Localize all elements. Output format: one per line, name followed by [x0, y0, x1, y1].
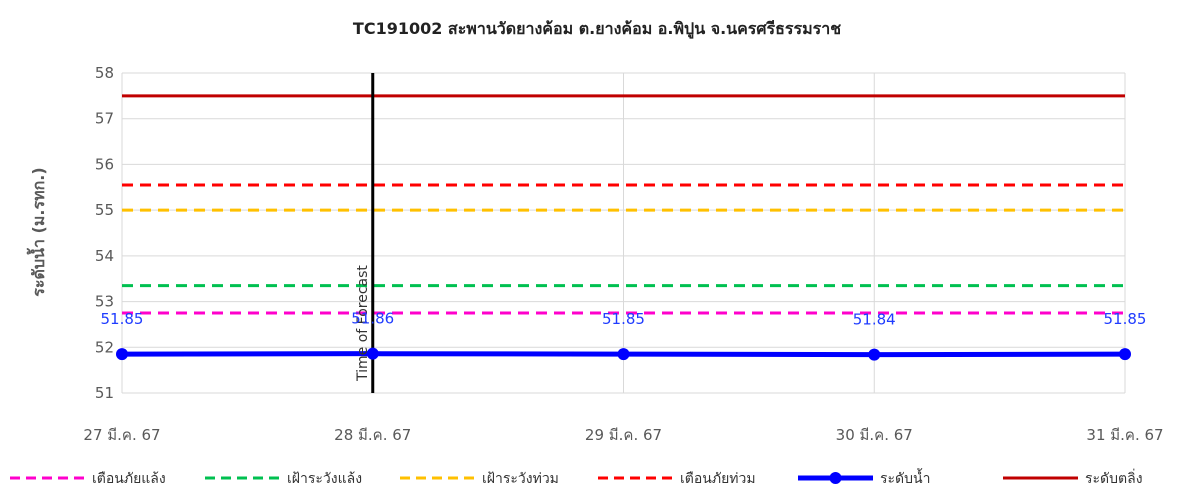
legend-label: ระดับตลิ่ง — [1085, 469, 1143, 487]
legend: เตือนภัยแล้ง เฝ้าระวังแล้ง เฝ้าระวังท่วม เต… — [10, 468, 1143, 487]
water-level-point — [366, 347, 379, 360]
x-tick-label: 31 มี.ค. 67 — [1086, 426, 1163, 444]
forecast-annotation: Time of Forecast — [355, 73, 375, 393]
y-tick-label: 56 — [95, 155, 114, 173]
water-level-point — [868, 348, 881, 361]
legend-label: เตือนภัยแล้ง — [92, 471, 166, 487]
y-tick-label: 54 — [95, 247, 114, 265]
x-tick-label: 30 มี.ค. 67 — [836, 426, 913, 444]
y-tick-label: 58 — [95, 64, 114, 82]
y-tick-label: 51 — [95, 384, 114, 402]
water-level-point — [116, 348, 128, 361]
water-level-point — [1119, 348, 1131, 361]
water-level-markers — [116, 347, 1131, 361]
x-tick-label: 29 มี.ค. 67 — [585, 426, 662, 444]
gridlines — [121, 72, 1126, 394]
y-tick-label: 53 — [95, 293, 114, 311]
legend-label: เตือนภัยท่วม — [680, 471, 756, 487]
x-axis-ticks: 27 มี.ค. 67 28 มี.ค. 67 29 มี.ค. 67 30 มี.ค… — [83, 426, 1163, 444]
legend-label: เฝ้าระวังแล้ง — [287, 471, 362, 487]
x-tick-label: 28 มี.ค. 67 — [334, 426, 411, 444]
data-label: 51.85 — [602, 310, 645, 328]
legend-label: เฝ้าระวังท่วม — [482, 471, 559, 487]
y-tick-label: 52 — [95, 338, 114, 356]
legend-label: ระดับน้ำ — [880, 468, 930, 487]
data-labels: 51.85 51.86 51.85 51.84 51.85 — [101, 310, 1147, 329]
data-label: 51.86 — [351, 310, 394, 328]
x-tick-label: 27 มี.ค. 67 — [83, 426, 160, 444]
data-label: 51.85 — [101, 310, 144, 328]
chart-title: TC191002 สะพานวัดยางค้อม ต.ยางค้อม อ.พิป… — [353, 19, 841, 40]
y-axis-ticks: 51 52 53 54 55 56 57 58 — [95, 64, 114, 402]
y-axis-label: ระดับน้ำ (ม.รทก.) — [26, 167, 48, 296]
y-tick-label: 55 — [95, 201, 114, 219]
legend-marker — [829, 472, 842, 484]
water-level-point — [617, 348, 630, 361]
forecast-label: Time of Forecast — [355, 265, 371, 382]
data-label: 51.85 — [1104, 310, 1147, 328]
y-tick-label: 57 — [95, 110, 114, 128]
data-label: 51.84 — [853, 311, 896, 329]
